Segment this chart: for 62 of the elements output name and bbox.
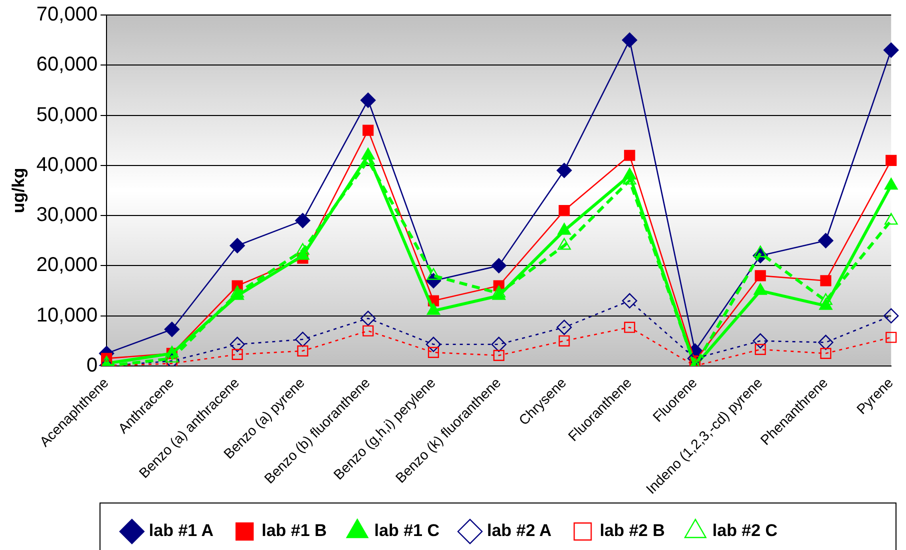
y-tick-label: 0 bbox=[86, 354, 98, 376]
point bbox=[295, 212, 310, 228]
point bbox=[297, 345, 308, 356]
y-tick-label: 20,000 bbox=[36, 254, 98, 276]
point bbox=[164, 322, 180, 337]
legend-label: lab #1 C bbox=[374, 521, 440, 540]
point bbox=[754, 344, 766, 355]
point bbox=[754, 246, 768, 258]
point bbox=[754, 283, 768, 295]
y-tick-label: 30,000 bbox=[36, 204, 98, 226]
point bbox=[491, 258, 506, 274]
point bbox=[493, 350, 504, 361]
point bbox=[884, 212, 898, 225]
point bbox=[624, 150, 636, 161]
y-tick-label: 60,000 bbox=[36, 54, 98, 76]
legend-label: lab #1 B bbox=[262, 521, 327, 540]
y-axis-title: ug/kg bbox=[8, 168, 28, 214]
legend-label: lab #2 A bbox=[487, 521, 552, 540]
point bbox=[428, 346, 440, 358]
point bbox=[558, 335, 570, 346]
point bbox=[362, 325, 374, 336]
point bbox=[818, 334, 834, 350]
point bbox=[752, 333, 768, 348]
point bbox=[886, 154, 897, 166]
y-tick-label: 70,000 bbox=[36, 4, 98, 26]
point bbox=[230, 238, 245, 254]
point bbox=[296, 243, 310, 255]
legend-label: lab #2 B bbox=[600, 521, 665, 540]
point bbox=[819, 293, 832, 305]
point bbox=[230, 336, 245, 352]
point bbox=[426, 303, 440, 315]
point bbox=[886, 332, 897, 343]
point bbox=[232, 348, 243, 360]
point bbox=[360, 310, 376, 326]
point bbox=[558, 204, 570, 216]
point bbox=[492, 286, 506, 298]
point bbox=[491, 336, 506, 352]
legend-label: lab #1 A bbox=[148, 521, 214, 540]
point bbox=[622, 32, 638, 48]
point bbox=[884, 308, 899, 324]
point bbox=[558, 238, 571, 250]
y-tick-label: 50,000 bbox=[36, 104, 98, 126]
point bbox=[820, 348, 832, 359]
point bbox=[360, 92, 376, 108]
point bbox=[884, 178, 898, 190]
point bbox=[556, 162, 572, 178]
point bbox=[754, 270, 766, 282]
point bbox=[426, 336, 442, 352]
y-tick-label: 40,000 bbox=[36, 154, 98, 176]
point bbox=[820, 275, 832, 286]
legend-label: lab #2 C bbox=[712, 521, 778, 540]
point bbox=[558, 222, 571, 235]
point bbox=[362, 124, 374, 136]
point bbox=[230, 286, 244, 298]
point bbox=[426, 268, 440, 280]
point bbox=[884, 42, 899, 58]
y-tick-label: 10,000 bbox=[36, 304, 98, 326]
point bbox=[556, 320, 572, 335]
point bbox=[818, 233, 834, 248]
point bbox=[622, 293, 638, 308]
point bbox=[295, 332, 310, 347]
point bbox=[624, 322, 636, 333]
